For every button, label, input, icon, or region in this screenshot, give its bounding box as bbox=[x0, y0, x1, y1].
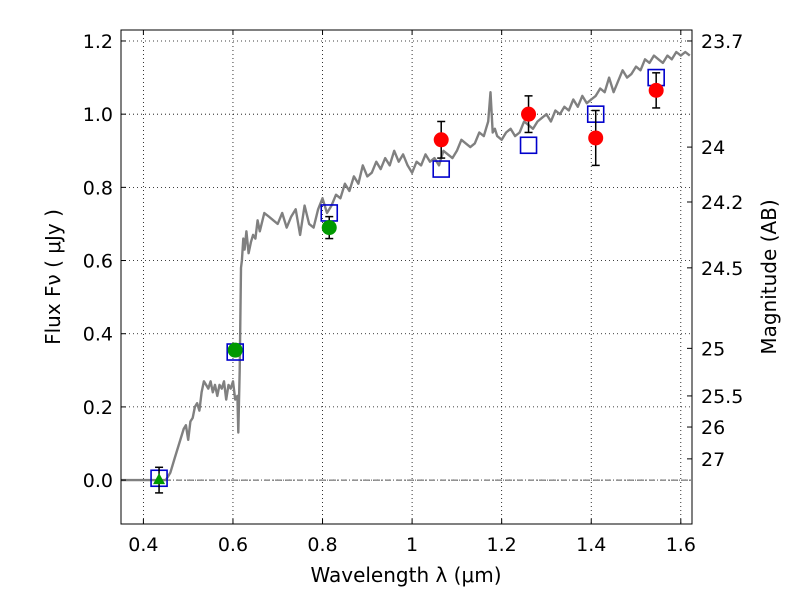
x-axis-label: Wavelength λ (μm) bbox=[310, 563, 501, 587]
y-tick-labels: 0.0 0.2 0.4 0.6 0.8 1.0 1.2 bbox=[83, 31, 113, 492]
observed-point bbox=[321, 220, 337, 236]
magnitude-tick-label: 24.2 bbox=[701, 192, 743, 214]
x-tick-labels: 0.4 0.6 0.8 1 1.2 1.4 1.6 bbox=[128, 534, 696, 556]
magnitude-tick-label: 25 bbox=[701, 338, 725, 360]
magnitude-tick-label: 24.5 bbox=[701, 258, 743, 280]
x-tick-label: 0.4 bbox=[128, 534, 158, 556]
magnitude-tick-label: 24 bbox=[701, 137, 725, 159]
magnitude-tick-label: 25.5 bbox=[701, 386, 743, 408]
observed-point bbox=[521, 106, 537, 122]
y-tick-label: 0.0 bbox=[83, 470, 113, 492]
y-tick-label: 0.8 bbox=[83, 177, 113, 199]
observed-point bbox=[588, 130, 604, 146]
magnitude-tick-label: 23.7 bbox=[701, 31, 743, 53]
y-tick-label: 0.2 bbox=[83, 397, 113, 419]
model-spectrum-line bbox=[121, 50, 691, 482]
model-photometry-boxes bbox=[150, 68, 665, 488]
model-box-marker bbox=[432, 160, 451, 178]
model-box-marker bbox=[519, 136, 538, 155]
y-axis-label: Flux Fν ( μJy ) bbox=[41, 209, 65, 345]
x-tick-label: 0.6 bbox=[218, 534, 248, 556]
y-tick-label: 1.0 bbox=[83, 104, 113, 126]
observed-photometry bbox=[153, 72, 664, 494]
axis-ticks bbox=[121, 30, 692, 524]
observed-point bbox=[433, 132, 449, 148]
model-spectrum bbox=[121, 50, 691, 482]
y-tick-label: 0.4 bbox=[83, 324, 113, 346]
right-axis-label: Magnitude (AB) bbox=[757, 199, 781, 354]
magnitude-tick-label: 26 bbox=[701, 417, 725, 439]
observed-point-upper-limit bbox=[153, 473, 166, 485]
observed-point bbox=[227, 342, 243, 358]
magnitude-tick-labels: 23.7 24 24.2 24.5 25 25.5 26 27 bbox=[701, 31, 743, 471]
x-tick-label: 1 bbox=[406, 534, 418, 556]
x-tick-label: 1.6 bbox=[666, 534, 696, 556]
x-tick-label: 1.4 bbox=[576, 534, 606, 556]
x-tick-label: 1.2 bbox=[487, 534, 517, 556]
x-tick-label: 0.8 bbox=[307, 534, 337, 556]
observed-point bbox=[648, 82, 664, 98]
plot-frame bbox=[120, 29, 693, 525]
y-tick-label: 0.6 bbox=[83, 251, 113, 273]
magnitude-tick-label: 27 bbox=[701, 449, 725, 471]
grid-lines bbox=[121, 30, 692, 524]
y-tick-label: 1.2 bbox=[83, 31, 113, 53]
